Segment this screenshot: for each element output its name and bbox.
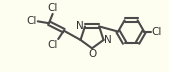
Text: Cl: Cl xyxy=(152,27,162,37)
Text: N: N xyxy=(104,35,112,45)
Text: O: O xyxy=(88,49,96,59)
Text: Cl: Cl xyxy=(47,40,57,50)
Text: Cl: Cl xyxy=(27,16,37,26)
Text: N: N xyxy=(76,21,84,31)
Text: Cl: Cl xyxy=(47,3,58,13)
